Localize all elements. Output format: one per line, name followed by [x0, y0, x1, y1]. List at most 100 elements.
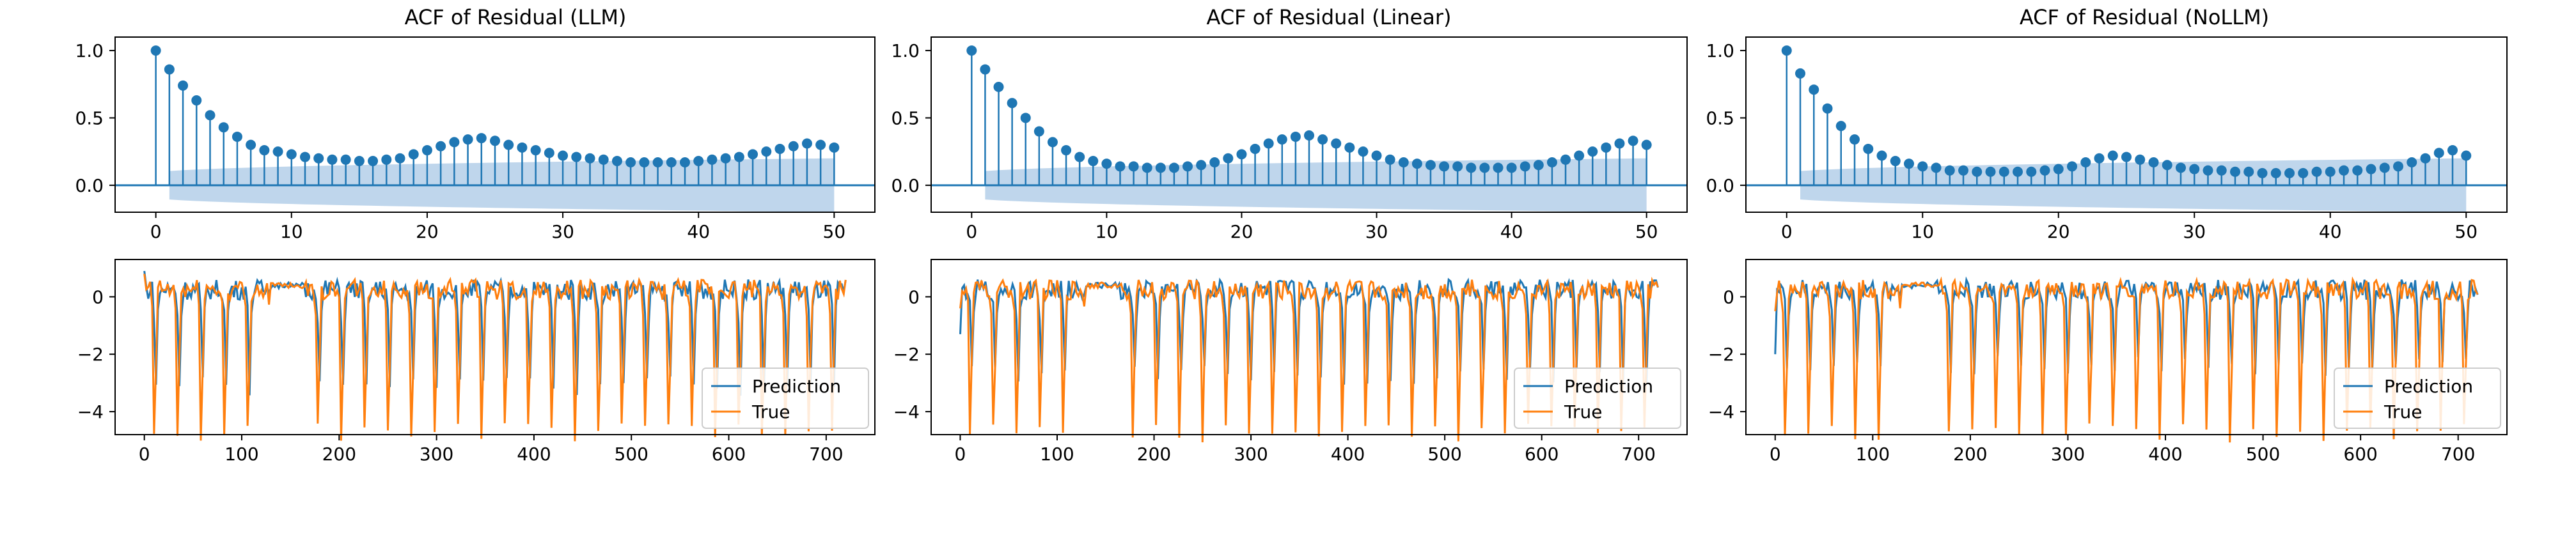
y-tick-label: 0.0 [1706, 175, 1734, 196]
acf-marker [1520, 161, 1530, 172]
acf-marker [652, 157, 663, 168]
legend-box [1514, 368, 1681, 429]
acf-marker [2366, 164, 2376, 174]
acf-marker [774, 143, 785, 154]
acf-marker [503, 139, 514, 150]
x-tick-label: 400 [1331, 444, 1365, 465]
x-tick-label: 0 [150, 221, 162, 242]
acf-marker [1088, 155, 1099, 166]
acf-marker [381, 154, 392, 165]
timeseries-panel-5: 0 100 200 300 400 500 600 700 −4 −2 0 Prediction Tru… [1708, 259, 2508, 465]
acf-marker [1466, 162, 1477, 173]
y-tick-label: 1.0 [75, 40, 104, 61]
acf-marker [178, 80, 189, 91]
x-tick-label: 100 [224, 444, 258, 465]
acf-marker [1479, 162, 1490, 173]
acf-marker [2407, 157, 2417, 168]
acf-marker [1546, 157, 1557, 168]
acf-marker [598, 154, 609, 165]
acf-marker [517, 142, 528, 153]
acf-panel-2: 0 10 20 30 40 50 0.0 0.5 1.0 [1706, 36, 2508, 242]
acf-marker [2203, 165, 2213, 176]
axes-frame [931, 259, 1688, 435]
acf-marker [1587, 146, 1598, 157]
acf-marker [1809, 84, 1819, 95]
timeseries-panel-4: 0 100 200 300 400 500 600 700 −4 −2 0 Prediction Tru… [893, 259, 1688, 465]
acf-marker [2461, 150, 2472, 161]
acf-marker [421, 145, 432, 156]
acf-marker [1101, 159, 1112, 169]
axes-frame [114, 259, 876, 435]
acf-marker [980, 64, 991, 75]
acf-marker [1047, 137, 1058, 148]
x-tick-label: 200 [1137, 444, 1171, 465]
x-tick-label: 10 [1096, 221, 1119, 242]
acf-marker [408, 149, 419, 160]
panels: 0 10 20 30 40 50 0.0 0.5 1.0 0 10 20 30 40 50 0.0 0.5 1.0… [75, 36, 2508, 465]
x-tick-label: 0 [966, 221, 977, 242]
acf-marker [707, 154, 718, 165]
acf-marker [218, 122, 229, 133]
acf-marker [2243, 166, 2254, 177]
x-tick-label: 500 [2246, 444, 2280, 465]
x-tick-label: 300 [420, 444, 453, 465]
acf-marker [164, 64, 175, 75]
acf-marker [436, 141, 446, 151]
x-tick-label: 600 [712, 444, 746, 465]
x-tick-label: 20 [2047, 221, 2070, 242]
y-tick-label: 0 [908, 286, 920, 307]
acf-marker [150, 45, 161, 56]
acf-marker [801, 138, 812, 149]
acf-marker [1223, 153, 1234, 164]
acf-marker [1033, 126, 1044, 137]
acf-marker [1641, 139, 1652, 150]
acf-marker [1452, 161, 1463, 172]
acf-marker [1944, 165, 1955, 176]
series-line-prediction [959, 277, 1659, 385]
acf-marker [1628, 136, 1638, 146]
acf-marker [1411, 159, 1422, 169]
acf-marker [1533, 160, 1544, 171]
series-line-prediction [1774, 276, 2479, 376]
x-tick-label: 100 [1856, 444, 1890, 465]
y-tick-label: −4 [77, 401, 104, 422]
acf-marker [1850, 134, 1860, 145]
axes-frame [931, 36, 1688, 213]
acf-marker [2433, 148, 2444, 159]
acf-marker [490, 136, 500, 146]
y-tick-label: 0 [92, 286, 104, 307]
acf-marker [639, 157, 650, 168]
acf-marker [1999, 166, 2009, 177]
x-tick-label: 40 [1500, 221, 1523, 242]
series-line-prediction [143, 270, 847, 396]
x-tick-label: 700 [2441, 444, 2475, 465]
acf-marker [2420, 153, 2431, 164]
legend-label-prediction: Prediction [1564, 376, 1653, 397]
acf-marker [1795, 68, 1805, 79]
x-tick-label: 600 [1525, 444, 1559, 465]
acf-marker [313, 153, 324, 164]
x-tick-label: 0 [955, 444, 966, 465]
acf-marker [2311, 166, 2322, 177]
acf-marker [666, 157, 677, 168]
acf-marker [1304, 130, 1314, 141]
acf-marker [1290, 131, 1301, 142]
x-tick-label: 700 [809, 444, 843, 465]
acf-marker [693, 155, 704, 166]
panel-title-nollm: ACF of Residual (NoLLM) [2020, 5, 2269, 29]
acf-marker [815, 139, 826, 150]
acf-marker [449, 137, 460, 148]
acf-marker [2013, 166, 2023, 177]
acf-marker [2053, 164, 2064, 174]
acf-marker [2135, 154, 2146, 165]
acf-marker [1263, 138, 1274, 149]
acf-marker [1020, 112, 1031, 123]
acf-marker [585, 153, 595, 164]
y-tick-label: 0.5 [1706, 107, 1734, 128]
axes-frame [114, 36, 876, 213]
acf-marker [1560, 154, 1571, 165]
x-tick-label: 40 [687, 221, 710, 242]
y-tick-label: −2 [1708, 344, 1734, 365]
acf-marker [1358, 146, 1369, 157]
x-tick-label: 20 [416, 221, 439, 242]
